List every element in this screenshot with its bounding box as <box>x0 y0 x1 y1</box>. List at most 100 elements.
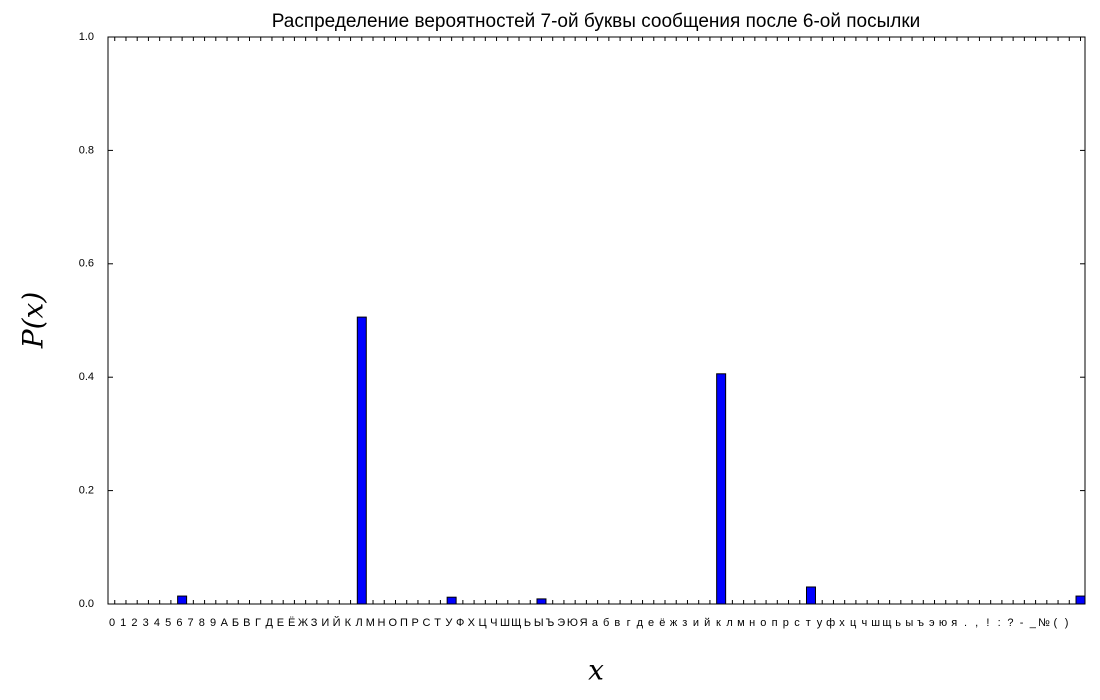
x-tick-label: Ё <box>288 617 295 629</box>
x-tick-label: У <box>445 617 453 629</box>
x-tick-label: 4 <box>154 617 160 629</box>
x-tick-label: 2 <box>131 617 137 629</box>
x-tick-label: Т <box>434 617 441 629</box>
x-tick-label: с <box>794 617 800 629</box>
x-tick-label: Ы <box>534 617 544 629</box>
x-tick-label: е <box>648 617 654 629</box>
x-tick-label: и <box>693 617 699 629</box>
x-tick-label: Д <box>265 617 273 629</box>
x-tick-label: э <box>929 617 935 629</box>
chart-title: Распределение вероятностей 7-ой буквы со… <box>272 11 921 32</box>
x-tick-label: Л <box>355 617 362 629</box>
x-tick-label: Щ <box>511 617 521 629</box>
x-tick-label: Ю <box>567 617 578 629</box>
x-tick-label: у <box>817 617 823 629</box>
x-tick-label: Р <box>412 617 419 629</box>
x-tick-label: И <box>321 617 329 629</box>
x-tick-label: _ <box>1029 617 1037 629</box>
x-tick-label: Е <box>277 617 284 629</box>
x-tick-label: М <box>366 617 375 629</box>
bar <box>536 598 547 605</box>
x-tick-label: 5 <box>165 617 171 629</box>
x-tick-label: д <box>637 617 644 629</box>
x-tick-label: Ш <box>500 617 510 629</box>
x-tick-label: № <box>1038 617 1050 629</box>
x-tick-label: б <box>603 617 609 629</box>
x-tick-label: Э <box>557 617 565 629</box>
x-tick-label: щ <box>882 617 891 629</box>
y-tick-label: 1.0 <box>79 31 94 43</box>
x-tick-label: 0 <box>109 617 115 629</box>
x-tick-label: я <box>951 617 957 629</box>
x-tick-label: м <box>737 617 745 629</box>
x-tick-label: : <box>998 617 1001 629</box>
x-tick-label: Ь <box>524 617 531 629</box>
x-tick-label: Я <box>580 617 588 629</box>
x-tick-label: ф <box>826 617 835 629</box>
x-tick-label: ) <box>1065 617 1069 629</box>
x-tick-label: ю <box>939 617 947 629</box>
x-tick-label: в <box>614 617 620 629</box>
x-tick-label: Ц <box>479 617 487 629</box>
x-tick-label: Ж <box>298 617 308 629</box>
x-tick-label: ч <box>862 617 868 629</box>
x-tick-label: о <box>760 617 766 629</box>
y-tick-label: 0.0 <box>79 598 94 610</box>
x-tick-label: ш <box>871 617 880 629</box>
x-tick-label: . <box>964 617 967 629</box>
x-tick-label: ! <box>986 617 989 629</box>
x-tick-label: 8 <box>199 617 205 629</box>
y-axis-label: P(x) <box>17 292 50 349</box>
x-tick-label: С <box>422 617 430 629</box>
x-tick-label: Б <box>232 617 239 629</box>
bar <box>356 316 367 605</box>
y-tick-label: 0.2 <box>79 485 94 497</box>
x-tick-label: Г <box>255 617 261 629</box>
x-tick-label: Н <box>378 617 386 629</box>
x-tick-label: ( <box>1053 617 1057 629</box>
x-tick-label: 1 <box>120 617 126 629</box>
bar <box>1075 595 1086 605</box>
x-tick-label: - <box>1020 617 1024 629</box>
x-tick-label: 3 <box>143 617 149 629</box>
x-tick-label: К <box>345 617 352 629</box>
y-tick-label: 0.8 <box>79 144 94 156</box>
x-tick-label: к <box>716 617 721 629</box>
plot-frame <box>107 36 1086 605</box>
x-tick-label: ъ <box>917 617 924 629</box>
x-tick-label: З <box>311 617 318 629</box>
y-tick-label: 0.6 <box>79 258 94 270</box>
x-tick-label: х <box>839 617 845 629</box>
x-tick-label: н <box>749 617 755 629</box>
x-tick-label: В <box>243 617 250 629</box>
x-tick-label: а <box>592 617 599 629</box>
x-tick-label: й <box>704 617 710 629</box>
x-tick-label: Й <box>333 616 341 629</box>
x-tick-label: П <box>400 617 408 629</box>
bar <box>805 586 816 605</box>
x-tick-label: п <box>772 617 778 629</box>
x-tick-label: ж <box>670 617 678 629</box>
x-tick-label: 6 <box>176 617 182 629</box>
y-tick-label: 0.4 <box>79 371 94 383</box>
x-tick-label: Ф <box>456 617 464 629</box>
bar <box>177 595 188 605</box>
x-tick-label: ? <box>1007 617 1013 629</box>
x-tick-label: ы <box>905 617 913 629</box>
x-tick-label: Ъ <box>546 617 555 629</box>
x-tick-label: Х <box>468 617 476 629</box>
x-tick-label: л <box>726 617 732 629</box>
bar <box>716 373 727 605</box>
bar <box>446 596 457 605</box>
x-tick-label: 7 <box>188 617 194 629</box>
x-tick-label: Ч <box>490 617 497 629</box>
x-tick-label: ь <box>895 617 901 629</box>
x-tick-label: А <box>221 617 229 629</box>
x-tick-label: ё <box>659 617 665 629</box>
x-tick-label: з <box>682 617 687 629</box>
x-tick-label: , <box>975 617 978 629</box>
x-tick-label: 9 <box>210 617 216 629</box>
x-tick-label: г <box>627 617 631 629</box>
x-tick-label: О <box>388 617 397 629</box>
